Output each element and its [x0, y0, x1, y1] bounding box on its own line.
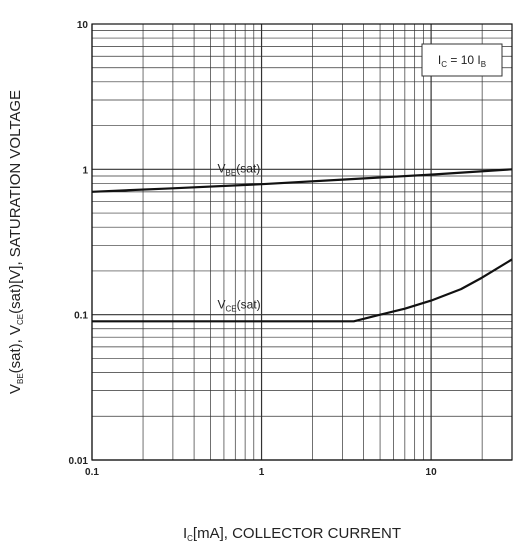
vce-sat-line [92, 258, 513, 323]
y-tick-label: 0.01 [69, 456, 89, 467]
vbe-sat-line [91, 168, 513, 193]
x-tick-label: 0.1 [85, 467, 99, 478]
series-layer [91, 168, 513, 323]
x-tick-label: 1 [259, 467, 265, 478]
y-tick-label: 0.1 [74, 311, 88, 322]
plot-frame [91, 23, 513, 461]
ic-ib-annotation: IC = 10 IB [438, 53, 486, 69]
grid [91, 24, 513, 461]
vbe-sat-label: VBE(sat) [218, 162, 261, 178]
y-tick-label: 1 [82, 165, 88, 176]
x-axis-title: IC[mA], COLLECTOR CURRENT [183, 525, 401, 543]
y-axis-title: VBE(sat), VCE(sat)[V], SATURATION VOLTAG… [7, 90, 25, 394]
vce-sat-label: VCE(sat) [218, 298, 261, 314]
annotation-box [421, 43, 503, 77]
x-tick-label: 10 [426, 467, 438, 478]
chart-labels: VBE(sat) VCE(sat) IC = 10 IB IC[mA], COLLEC… [7, 43, 503, 543]
y-tick-label: 10 [77, 20, 89, 31]
